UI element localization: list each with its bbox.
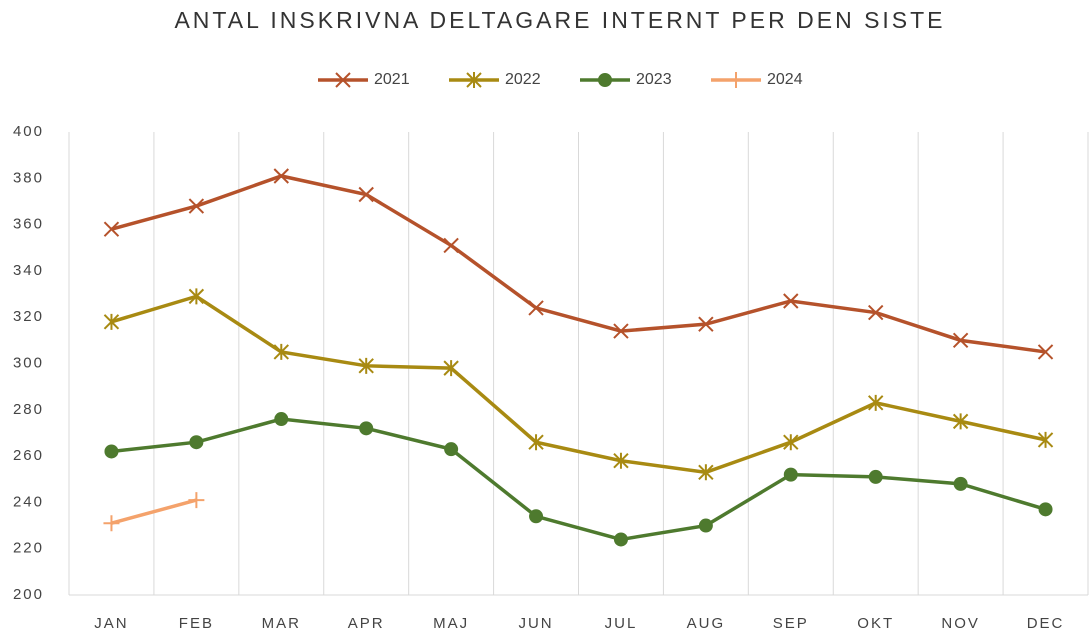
marker xyxy=(783,434,799,451)
marker xyxy=(868,469,883,484)
marker xyxy=(274,412,289,427)
marker xyxy=(443,360,459,377)
marker xyxy=(1037,344,1054,360)
marker xyxy=(598,73,612,87)
marker xyxy=(444,442,459,457)
y-tick-label: 360 xyxy=(13,216,44,233)
marker xyxy=(273,343,289,360)
y-tick-label: 400 xyxy=(13,123,44,140)
series xyxy=(104,412,1053,547)
line xyxy=(110,294,1046,475)
x-tick-label: NOV xyxy=(941,615,980,632)
marker xyxy=(698,464,714,481)
legend-label: 2022 xyxy=(505,71,541,88)
marker xyxy=(1038,502,1053,517)
series xyxy=(103,168,1054,360)
x-tick-label: OKT xyxy=(857,615,894,632)
marker xyxy=(783,467,798,482)
y-tick-label: 300 xyxy=(13,354,44,371)
marker xyxy=(103,515,120,532)
marker xyxy=(103,221,120,237)
marker xyxy=(443,237,459,254)
marker xyxy=(868,394,884,411)
x-tick-label: FEB xyxy=(179,615,214,632)
marker xyxy=(335,72,351,88)
series xyxy=(103,492,205,532)
y-tick-label: 340 xyxy=(13,262,44,279)
marker xyxy=(613,452,629,469)
marker xyxy=(868,304,884,321)
x-tick-label: JUL xyxy=(605,615,638,632)
marker xyxy=(358,186,374,203)
marker xyxy=(104,444,119,459)
line xyxy=(111,417,1047,542)
marker xyxy=(952,413,969,430)
marker xyxy=(783,293,799,309)
x-tick-label: APR xyxy=(348,615,385,632)
x-tick-label: MAR xyxy=(262,615,301,632)
y-tick-label: 280 xyxy=(13,401,44,418)
series xyxy=(103,288,1054,481)
y-tick-label: 380 xyxy=(13,169,44,186)
marker xyxy=(529,509,544,524)
marker xyxy=(273,168,289,184)
marker xyxy=(358,357,374,374)
chart-title: ANTAL INSKRIVNA DELTAGARE INTERNT PER DE… xyxy=(174,7,945,33)
marker xyxy=(953,476,968,491)
marker xyxy=(188,492,205,509)
line xyxy=(110,498,197,525)
x-tick-label: JAN xyxy=(94,615,128,632)
legend-label: 2024 xyxy=(767,71,803,88)
x-tick-label: JUN xyxy=(518,615,553,632)
y-tick-label: 260 xyxy=(13,447,44,464)
marker xyxy=(103,313,120,330)
x-tick-label: SEP xyxy=(773,615,809,632)
y-tick-label: 320 xyxy=(13,308,44,325)
marker xyxy=(952,332,969,349)
marker xyxy=(528,300,544,316)
marker xyxy=(189,435,204,450)
legend-label: 2021 xyxy=(374,71,410,88)
marker xyxy=(613,323,629,339)
x-tick-label: AUG xyxy=(687,615,726,632)
marker xyxy=(528,434,544,451)
marker xyxy=(613,532,628,547)
marker xyxy=(359,421,374,436)
marker xyxy=(466,72,482,88)
y-tick-label: 220 xyxy=(13,540,44,557)
y-tick-label: 200 xyxy=(13,586,44,603)
marker xyxy=(698,316,714,332)
x-tick-label: DEC xyxy=(1027,615,1065,632)
line xyxy=(110,174,1046,354)
legend-label: 2023 xyxy=(636,71,672,88)
marker xyxy=(188,288,205,305)
marker xyxy=(1037,431,1054,448)
marker xyxy=(698,518,713,533)
marker xyxy=(188,198,205,214)
marker xyxy=(728,72,744,88)
x-tick-label: MAJ xyxy=(433,615,469,632)
y-tick-label: 240 xyxy=(13,493,44,510)
